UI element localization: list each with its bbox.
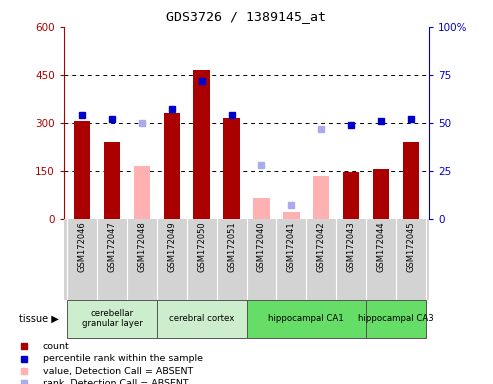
- Bar: [366, 300, 426, 338]
- Text: rank, Detection Call = ABSENT: rank, Detection Call = ABSENT: [43, 379, 189, 384]
- Bar: [104, 142, 120, 219]
- Text: tissue ▶: tissue ▶: [19, 314, 59, 324]
- Text: GSM172045: GSM172045: [406, 221, 416, 272]
- Bar: [67, 300, 157, 338]
- Text: cerebral cortex: cerebral cortex: [169, 314, 234, 323]
- Text: GSM172049: GSM172049: [167, 221, 176, 272]
- Text: GDS3726 / 1389145_at: GDS3726 / 1389145_at: [167, 10, 326, 23]
- Bar: [223, 118, 240, 219]
- Text: GSM172041: GSM172041: [287, 221, 296, 272]
- Text: count: count: [43, 342, 70, 351]
- Bar: [373, 169, 389, 219]
- Bar: [134, 166, 150, 219]
- Bar: [164, 113, 180, 219]
- Text: GSM172040: GSM172040: [257, 221, 266, 272]
- Text: hippocampal CA1: hippocampal CA1: [268, 314, 344, 323]
- Bar: [253, 198, 270, 219]
- Text: GSM172051: GSM172051: [227, 221, 236, 272]
- Text: percentile rank within the sample: percentile rank within the sample: [43, 354, 203, 363]
- Text: GSM172046: GSM172046: [77, 221, 87, 272]
- Bar: [343, 172, 359, 219]
- Bar: [246, 300, 366, 338]
- Text: GSM172047: GSM172047: [107, 221, 116, 272]
- Bar: [157, 300, 246, 338]
- Text: GSM172050: GSM172050: [197, 221, 206, 272]
- Bar: [313, 176, 329, 219]
- Text: value, Detection Call = ABSENT: value, Detection Call = ABSENT: [43, 367, 193, 376]
- Text: GSM172044: GSM172044: [377, 221, 386, 272]
- Text: GSM172042: GSM172042: [317, 221, 326, 272]
- Bar: [403, 142, 419, 219]
- Text: cerebellar
granular layer: cerebellar granular layer: [81, 309, 142, 328]
- Bar: [283, 212, 300, 219]
- Text: GSM172043: GSM172043: [347, 221, 355, 272]
- Text: hippocampal CA3: hippocampal CA3: [358, 314, 434, 323]
- Bar: [74, 121, 90, 219]
- Bar: [193, 70, 210, 219]
- Text: GSM172048: GSM172048: [138, 221, 146, 272]
